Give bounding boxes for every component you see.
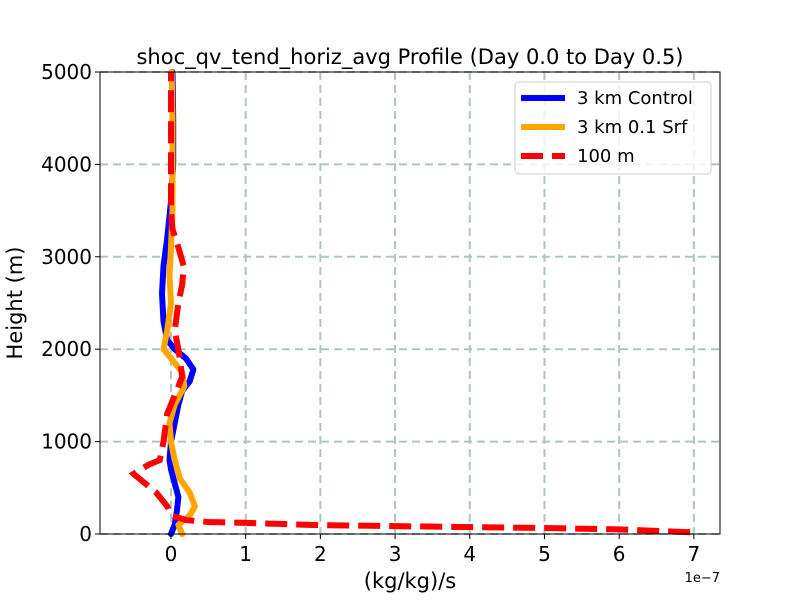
x-tick-label: 2 [314, 542, 327, 566]
x-tick-label: 7 [687, 542, 700, 566]
legend-label-1: 3 km Control [577, 88, 693, 109]
legend-box [514, 81, 712, 175]
x-tick-label: 6 [613, 542, 626, 566]
legend-label-2: 3 km 0.1 Srf [577, 117, 688, 138]
y-axis-ticks: 0 1000 2000 3000 4000 5000 [41, 60, 100, 546]
legend: 3 km Control 3 km 0.1 Srf 100 m [514, 81, 712, 175]
legend-label-3: 100 m [577, 146, 635, 167]
x-tick-label: 5 [538, 542, 551, 566]
plot-series [128, 69, 691, 537]
x-tick-label: 4 [463, 542, 476, 566]
y-tick-label: 3000 [41, 245, 92, 269]
x-tick-label: 3 [389, 542, 402, 566]
x-axis-offset-label: 1e−7 [685, 571, 720, 586]
chart-title: shoc_qv_tend_horiz_avg Profile (Day 0.0 … [136, 45, 683, 70]
series-line-1 [159, 69, 197, 537]
y-axis-label: Height (m) [3, 247, 27, 360]
y-tick-label: 0 [79, 522, 92, 546]
x-axis-label: (kg/kg)/s [364, 569, 456, 593]
y-tick-label: 2000 [41, 337, 92, 361]
x-tick-label: 1 [239, 542, 252, 566]
y-tick-label: 5000 [41, 60, 92, 84]
x-axis-ticks: 0 1 2 3 4 5 6 7 [165, 534, 700, 566]
series-line-3 [128, 72, 691, 536]
x-tick-label: 0 [165, 542, 178, 566]
y-tick-label: 4000 [41, 152, 92, 176]
y-tick-label: 1000 [41, 430, 92, 454]
plot-frame [99, 71, 721, 535]
